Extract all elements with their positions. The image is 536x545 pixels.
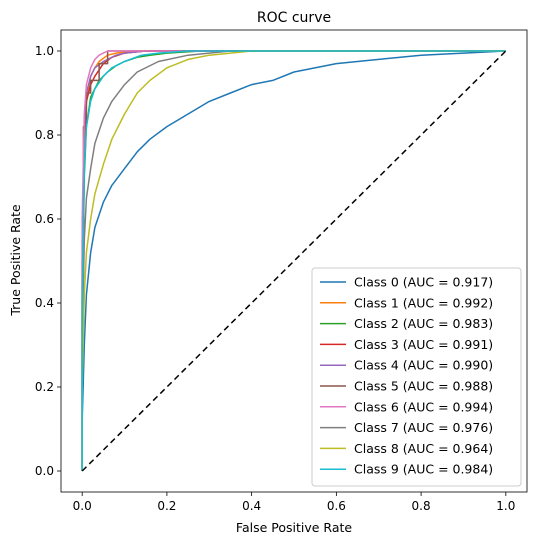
roc-line-class-0 <box>81 50 506 471</box>
y-tick-label: 0.0 <box>35 464 54 478</box>
x-axis-label: False Positive Rate <box>236 520 352 535</box>
x-axis-ticks: 0.0 0.2 0.4 0.6 0.8 1.0 <box>73 492 515 513</box>
x-tick-label: 1.0 <box>496 499 515 513</box>
legend-entry-label: Class 8 (AUC = 0.964) <box>354 441 493 456</box>
y-tick-label: 0.4 <box>35 296 54 310</box>
y-axis-ticks: 0.0 0.2 0.4 0.6 0.8 1.0 <box>35 44 61 478</box>
legend-entry-label: Class 4 (AUC = 0.990) <box>354 358 493 373</box>
legend-entry-label: Class 0 (AUC = 0.917) <box>354 275 493 290</box>
plot-area <box>81 50 507 472</box>
legend-entry-label: Class 7 (AUC = 0.976) <box>354 420 493 435</box>
x-tick-label: 0.0 <box>73 499 92 513</box>
legend-entry-label: Class 3 (AUC = 0.991) <box>354 337 493 352</box>
x-tick-label: 0.2 <box>157 499 176 513</box>
y-tick-label: 0.6 <box>35 212 54 226</box>
y-tick-label: 0.2 <box>35 380 54 394</box>
legend-entry-label: Class 5 (AUC = 0.988) <box>354 379 493 394</box>
legend-box <box>311 267 522 487</box>
legend-entry-label: Class 6 (AUC = 0.994) <box>354 399 493 414</box>
legend: Class 0 (AUC = 0.917) Class 1 (AUC = 0.99… <box>311 267 522 487</box>
legend-entry-label: Class 2 (AUC = 0.983) <box>354 316 493 331</box>
roc-line-class-9 <box>81 50 506 471</box>
legend-entry-label: Class 1 (AUC = 0.992) <box>354 295 493 310</box>
roc-line-class-6 <box>81 50 506 471</box>
legend-entry-label: Class 9 (AUC = 0.984) <box>354 462 493 477</box>
chart-title: ROC curve <box>257 10 331 26</box>
roc-line-class-8 <box>81 50 506 471</box>
y-tick-label: 0.8 <box>35 128 54 142</box>
x-tick-label: 0.8 <box>412 499 431 513</box>
roc-line-class-7 <box>81 50 506 471</box>
plot-frame <box>60 29 528 493</box>
x-tick-label: 0.6 <box>327 499 346 513</box>
x-tick-label: 0.4 <box>242 499 261 513</box>
y-axis-label: True Positive Rate <box>8 204 23 317</box>
y-tick-label: 1.0 <box>35 44 54 58</box>
